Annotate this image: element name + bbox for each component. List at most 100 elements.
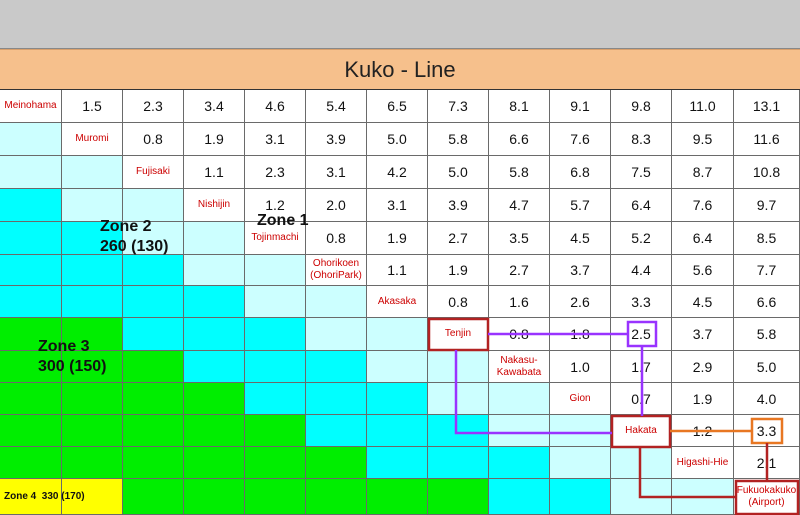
station-label: Hakata [625, 424, 657, 436]
zone-cell [306, 351, 367, 383]
zone-cell [428, 415, 489, 447]
distance-cell: 7.3 [428, 90, 489, 123]
zone-cell [367, 479, 428, 515]
zone-cell [245, 383, 306, 415]
distance-cell: 8.1 [489, 90, 550, 123]
zone-cell [184, 318, 245, 351]
zone-cell [184, 351, 245, 383]
distance-cell: 4.5 [672, 286, 734, 318]
station-name: Nishijin [184, 189, 245, 222]
station-label: Muromi [75, 133, 109, 144]
station-label: Higashi-Hie [676, 456, 729, 468]
station-name: Nakasu- Kawabata [489, 351, 550, 383]
distance-cell: 2.3 [245, 156, 306, 189]
zone-cell [123, 286, 184, 318]
distance-cell: 11.6 [734, 123, 800, 156]
distance-cell: 2.0 [306, 189, 367, 222]
station-label: Fukuokakuko (Airport) [736, 484, 797, 508]
zone-cell [184, 415, 245, 447]
distance-cell: 9.5 [672, 123, 734, 156]
zone-cell [123, 318, 184, 351]
zone-cell [245, 415, 306, 447]
zone-cell [245, 351, 306, 383]
zone-cell [123, 222, 184, 255]
station-label: Meinohama [4, 100, 57, 111]
distance-cell: 5.8 [734, 318, 800, 351]
zone-cell [184, 447, 245, 479]
distance-cell: 3.7 [672, 318, 734, 351]
distance-cell: 3.3 [734, 415, 800, 447]
station-label: Ohorikoen (OhoriPark) [310, 258, 362, 281]
station-name: Muromi [62, 123, 123, 156]
station-label: Nishijin [197, 199, 231, 210]
zone-cell [62, 415, 123, 447]
zone-cell [550, 447, 611, 479]
distance-cell: 1.7 [611, 351, 672, 383]
distance-cell: 2.5 [611, 318, 672, 351]
zone-cell [0, 415, 62, 447]
fare-distance-table: Meinohama 1.5 2.3 3.4 4.6 5.4 6.5 7.3 8.1 9.1 9.8 1… [0, 90, 800, 515]
page-title: Kuko - Line [0, 49, 800, 91]
zone-cell [489, 479, 550, 515]
zone-cell [123, 189, 184, 222]
distance-cell: 8.5 [734, 222, 800, 255]
distance-cell: 3.7 [550, 255, 611, 286]
distance-cell: 8.3 [611, 123, 672, 156]
distance-cell: 1.2 [245, 189, 306, 222]
zone-cell [306, 383, 367, 415]
station-label: Nakasu- Kawabata [496, 354, 542, 378]
distance-cell: 6.8 [550, 156, 611, 189]
distance-cell: 1.9 [184, 123, 245, 156]
distance-cell: 2.6 [550, 286, 611, 318]
station-name: Fukuokakuko (Airport) [734, 479, 800, 515]
distance-cell: 7.5 [611, 156, 672, 189]
zone-cell [428, 479, 489, 515]
zone-cell [367, 415, 428, 447]
zone4-label: Zone 4 330 (170) [4, 491, 85, 502]
zone-cell [611, 479, 672, 515]
station-name: Fujisaki [123, 156, 184, 189]
zone-cell [428, 383, 489, 415]
distance-cell: 5.8 [428, 123, 489, 156]
station-name: Higashi-Hie [672, 447, 734, 479]
zone-cell [550, 479, 611, 515]
distance-cell: 5.0 [734, 351, 800, 383]
zone-cell [123, 351, 184, 383]
station-name: Akasaka [367, 286, 428, 318]
distance-cell: 1.2 [672, 415, 734, 447]
zone-cell [123, 383, 184, 415]
zone-cell [367, 447, 428, 479]
zone-cell [62, 189, 123, 222]
zone-cell [367, 318, 428, 351]
distance-cell: 7.6 [672, 189, 734, 222]
distance-cell: 7.7 [734, 255, 800, 286]
distance-cell: 0.8 [123, 123, 184, 156]
distance-cell: 4.7 [489, 189, 550, 222]
distance-cell: 2.9 [672, 351, 734, 383]
zone-cell [0, 222, 62, 255]
distance-cell: 7.6 [550, 123, 611, 156]
zone-cell [0, 318, 62, 351]
zone-cell [184, 479, 245, 515]
zone-cell [62, 383, 123, 415]
zone-cell [245, 286, 306, 318]
zone-cell [306, 286, 367, 318]
zone-cell [245, 479, 306, 515]
zone-cell [123, 415, 184, 447]
zone-cell [0, 286, 62, 318]
distance-cell: 6.5 [367, 90, 428, 123]
zone-cell [428, 447, 489, 479]
station-label: Akasaka [377, 295, 417, 307]
distance-cell: 3.9 [306, 123, 367, 156]
distance-cell: 0.7 [611, 383, 672, 415]
zone-cell [0, 189, 62, 222]
zone-cell [489, 447, 550, 479]
zone-cell [62, 222, 123, 255]
distance-cell: 4.2 [367, 156, 428, 189]
zone3-label: Zone 3 300 (150) [38, 338, 107, 375]
station-label: Gion [569, 392, 591, 404]
zone-cell [245, 318, 306, 351]
zone-cell [123, 479, 184, 515]
zone-cell [62, 255, 123, 286]
distance-cell: 1.9 [672, 383, 734, 415]
